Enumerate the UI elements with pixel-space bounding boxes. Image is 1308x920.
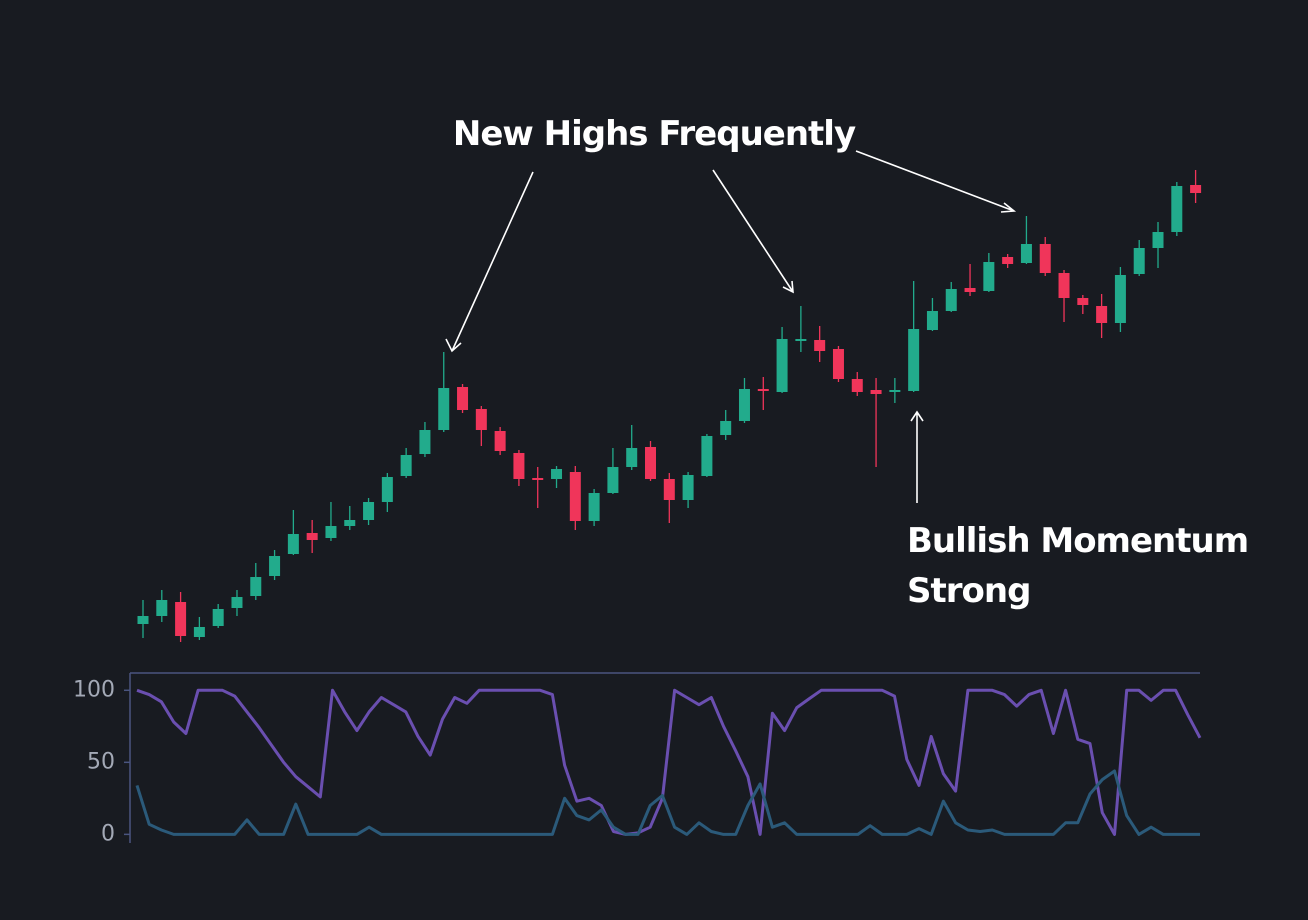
candle-body [1058,273,1070,298]
candle-body [926,311,938,330]
candle-body [269,556,281,576]
candle-body [532,478,544,480]
candle-body [720,421,732,435]
oscillator-line [136,688,1202,836]
candle-body [1152,232,1164,248]
candle-body [438,388,450,430]
candle-body [870,390,882,394]
candle-body [137,616,149,624]
candle-body [964,288,976,292]
candle-body [832,349,844,379]
candle-body [1133,248,1145,274]
candle-body [156,600,168,616]
y-tick-label: 0 [101,821,115,846]
candle-body [607,467,619,493]
candle-body [494,431,506,451]
candle-body [645,447,657,479]
candle-body [551,469,563,479]
y-tick-label: 100 [73,677,115,702]
candle-body [1171,186,1183,232]
candle-body [738,389,750,421]
candle-body [325,526,337,538]
annotation: Bullish Momentum [907,521,1248,561]
candle-body [212,609,224,626]
candle-body [757,389,769,391]
candle-body [475,409,487,430]
arrow [910,410,924,503]
candle-body [945,289,957,311]
candle-body [513,453,525,479]
candle-body [457,387,469,410]
candle-body [250,577,262,596]
candle-body [1020,244,1032,263]
candle-body [363,502,375,520]
candle-body [569,472,581,521]
candle-body [776,339,788,392]
candle-body [851,379,863,392]
arrow [712,169,794,294]
candle-body [400,455,412,476]
candle-body [588,493,600,521]
candle-body [663,479,675,500]
candle-body [682,475,694,500]
candle-body [287,534,299,554]
arrow [855,150,1017,213]
candle-body [193,627,205,637]
y-tick-label: 50 [87,749,115,774]
candle-body [419,430,431,454]
axis-frame [129,672,1200,843]
arrow [445,171,534,353]
candle-body [381,477,393,502]
candle-body [1077,298,1089,305]
candle-body [1190,185,1202,193]
candle-body [701,436,713,476]
candle-body [1039,244,1051,273]
candle-body [175,602,187,636]
oscillator-line [135,769,1200,836]
candle-body [1096,306,1108,323]
arrows [445,150,1017,503]
candle-body [306,533,318,540]
candle-body [344,520,356,526]
annotation: New Highs Frequently [453,114,856,154]
candle-body [983,262,995,291]
candle-body [814,340,826,351]
candle-body [231,597,243,608]
candle-body [626,448,638,467]
candle-body [908,329,920,391]
candle-body [1114,275,1126,323]
candle-body [889,390,901,392]
candle-body [1002,257,1014,264]
candle-body [795,339,807,341]
annotation: Strong [907,571,1030,611]
